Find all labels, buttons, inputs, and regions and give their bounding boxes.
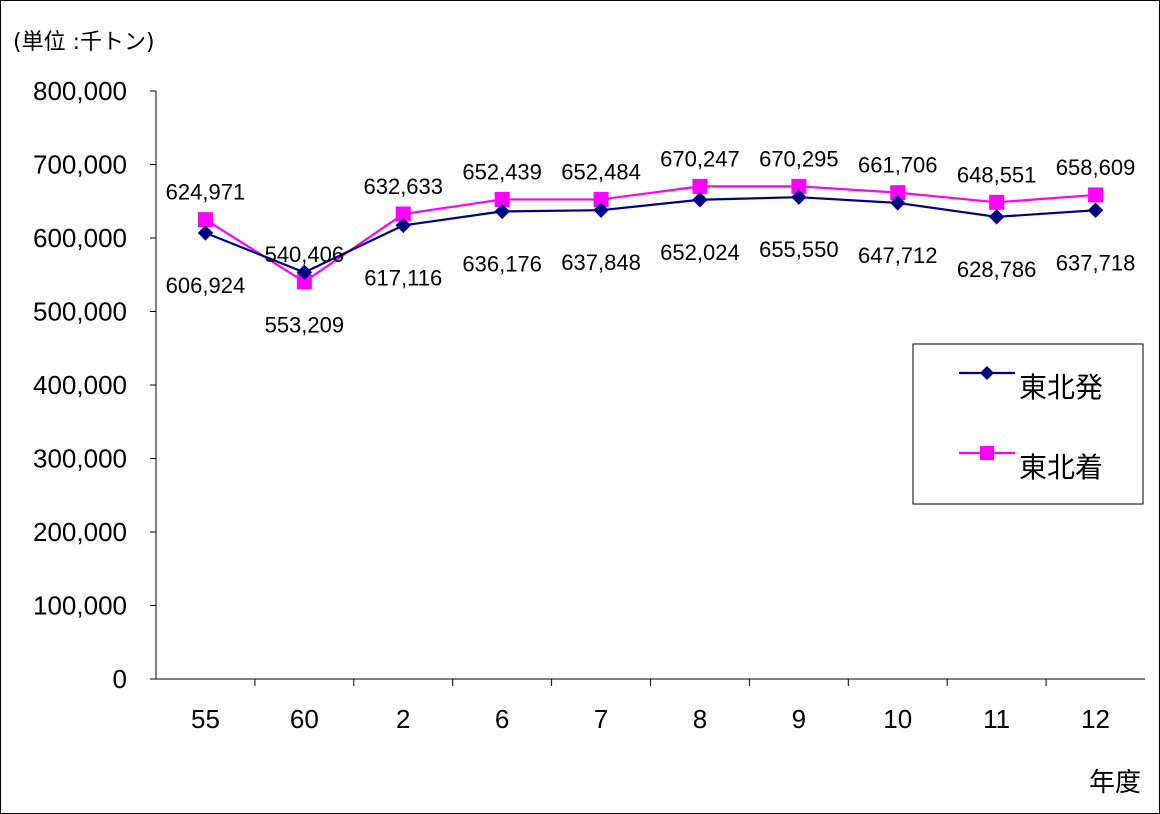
data-label: 652,484 <box>561 159 641 184</box>
x-tick-label: 12 <box>1081 704 1110 734</box>
x-tick-label: 2 <box>396 704 410 734</box>
data-point-square <box>692 178 708 194</box>
unit-label: (単位 :千トン) <box>13 30 155 55</box>
y-tick-label: 400,000 <box>33 370 127 400</box>
x-tick-label: 10 <box>883 704 912 734</box>
x-tick-label: 55 <box>191 704 220 734</box>
y-tick-label: 600,000 <box>33 223 127 253</box>
data-point-square <box>197 212 213 228</box>
data-point-square <box>1088 187 1104 203</box>
data-label: 652,439 <box>462 159 542 184</box>
data-point-diamond <box>296 264 313 281</box>
legend-marker-diamond <box>980 366 994 380</box>
data-label: 637,718 <box>1056 250 1136 275</box>
data-label: 661,706 <box>858 153 938 178</box>
y-tick-label: 700,000 <box>33 150 127 180</box>
data-point-diamond <box>593 202 609 218</box>
y-tick-label: 300,000 <box>33 444 127 474</box>
x-tick-label: 8 <box>693 704 707 734</box>
data-point-diamond <box>1087 202 1104 218</box>
data-label: 628,786 <box>957 257 1037 282</box>
y-tick-label: 0 <box>113 664 127 694</box>
data-point-square <box>989 194 1005 210</box>
legend-label: 東北発 <box>1019 371 1103 404</box>
y-tick-label: 200,000 <box>33 517 127 547</box>
data-point-diamond <box>988 209 1005 225</box>
x-tick-label: 60 <box>290 704 319 734</box>
data-label: 652,024 <box>660 240 740 265</box>
data-label: 636,176 <box>462 251 542 276</box>
data-point-diamond <box>494 203 510 220</box>
legend-label: 東北着 <box>1019 451 1103 484</box>
axes: 0 100,000 200,000 300,000 400,000 500,000 600,… <box>33 76 1145 734</box>
data-label: 670,295 <box>759 146 839 171</box>
series-line <box>205 196 1096 274</box>
data-point-diamond <box>197 225 214 241</box>
data-label: 624,971 <box>166 180 246 205</box>
x-axis-title: 年度 <box>1089 768 1141 798</box>
data-label: 606,924 <box>166 273 246 298</box>
legend-box <box>912 343 1144 505</box>
series-lines <box>197 178 1104 290</box>
data-label: 553,209 <box>265 312 345 337</box>
x-tick-label: 9 <box>792 704 806 734</box>
y-tick-label: 500,000 <box>33 297 127 327</box>
x-tick-label: 7 <box>594 704 608 734</box>
data-point-diamond <box>395 217 411 234</box>
y-tick-label: 800,000 <box>33 76 127 106</box>
data-label: 647,712 <box>858 243 938 268</box>
data-label: 632,633 <box>363 174 443 199</box>
data-label: 670,247 <box>660 146 740 171</box>
legend-marker-square <box>980 446 994 460</box>
x-tick-label: 6 <box>495 704 509 734</box>
data-labels: 606,924 553,209 617,116 636,176 637,848 652,0… <box>166 146 1136 337</box>
data-label: 617,116 <box>364 265 442 290</box>
data-label: 637,848 <box>561 250 641 275</box>
data-label: 648,551 <box>957 162 1037 187</box>
data-point-diamond <box>692 192 708 208</box>
data-point-diamond <box>791 189 807 205</box>
data-label: 540,406 <box>265 242 345 267</box>
data-label: 658,609 <box>1056 155 1136 180</box>
data-label: 655,550 <box>759 237 839 262</box>
x-tick-label: 11 <box>983 704 1010 734</box>
data-point-diamond <box>890 195 906 211</box>
y-tick-label: 100,000 <box>33 591 127 621</box>
